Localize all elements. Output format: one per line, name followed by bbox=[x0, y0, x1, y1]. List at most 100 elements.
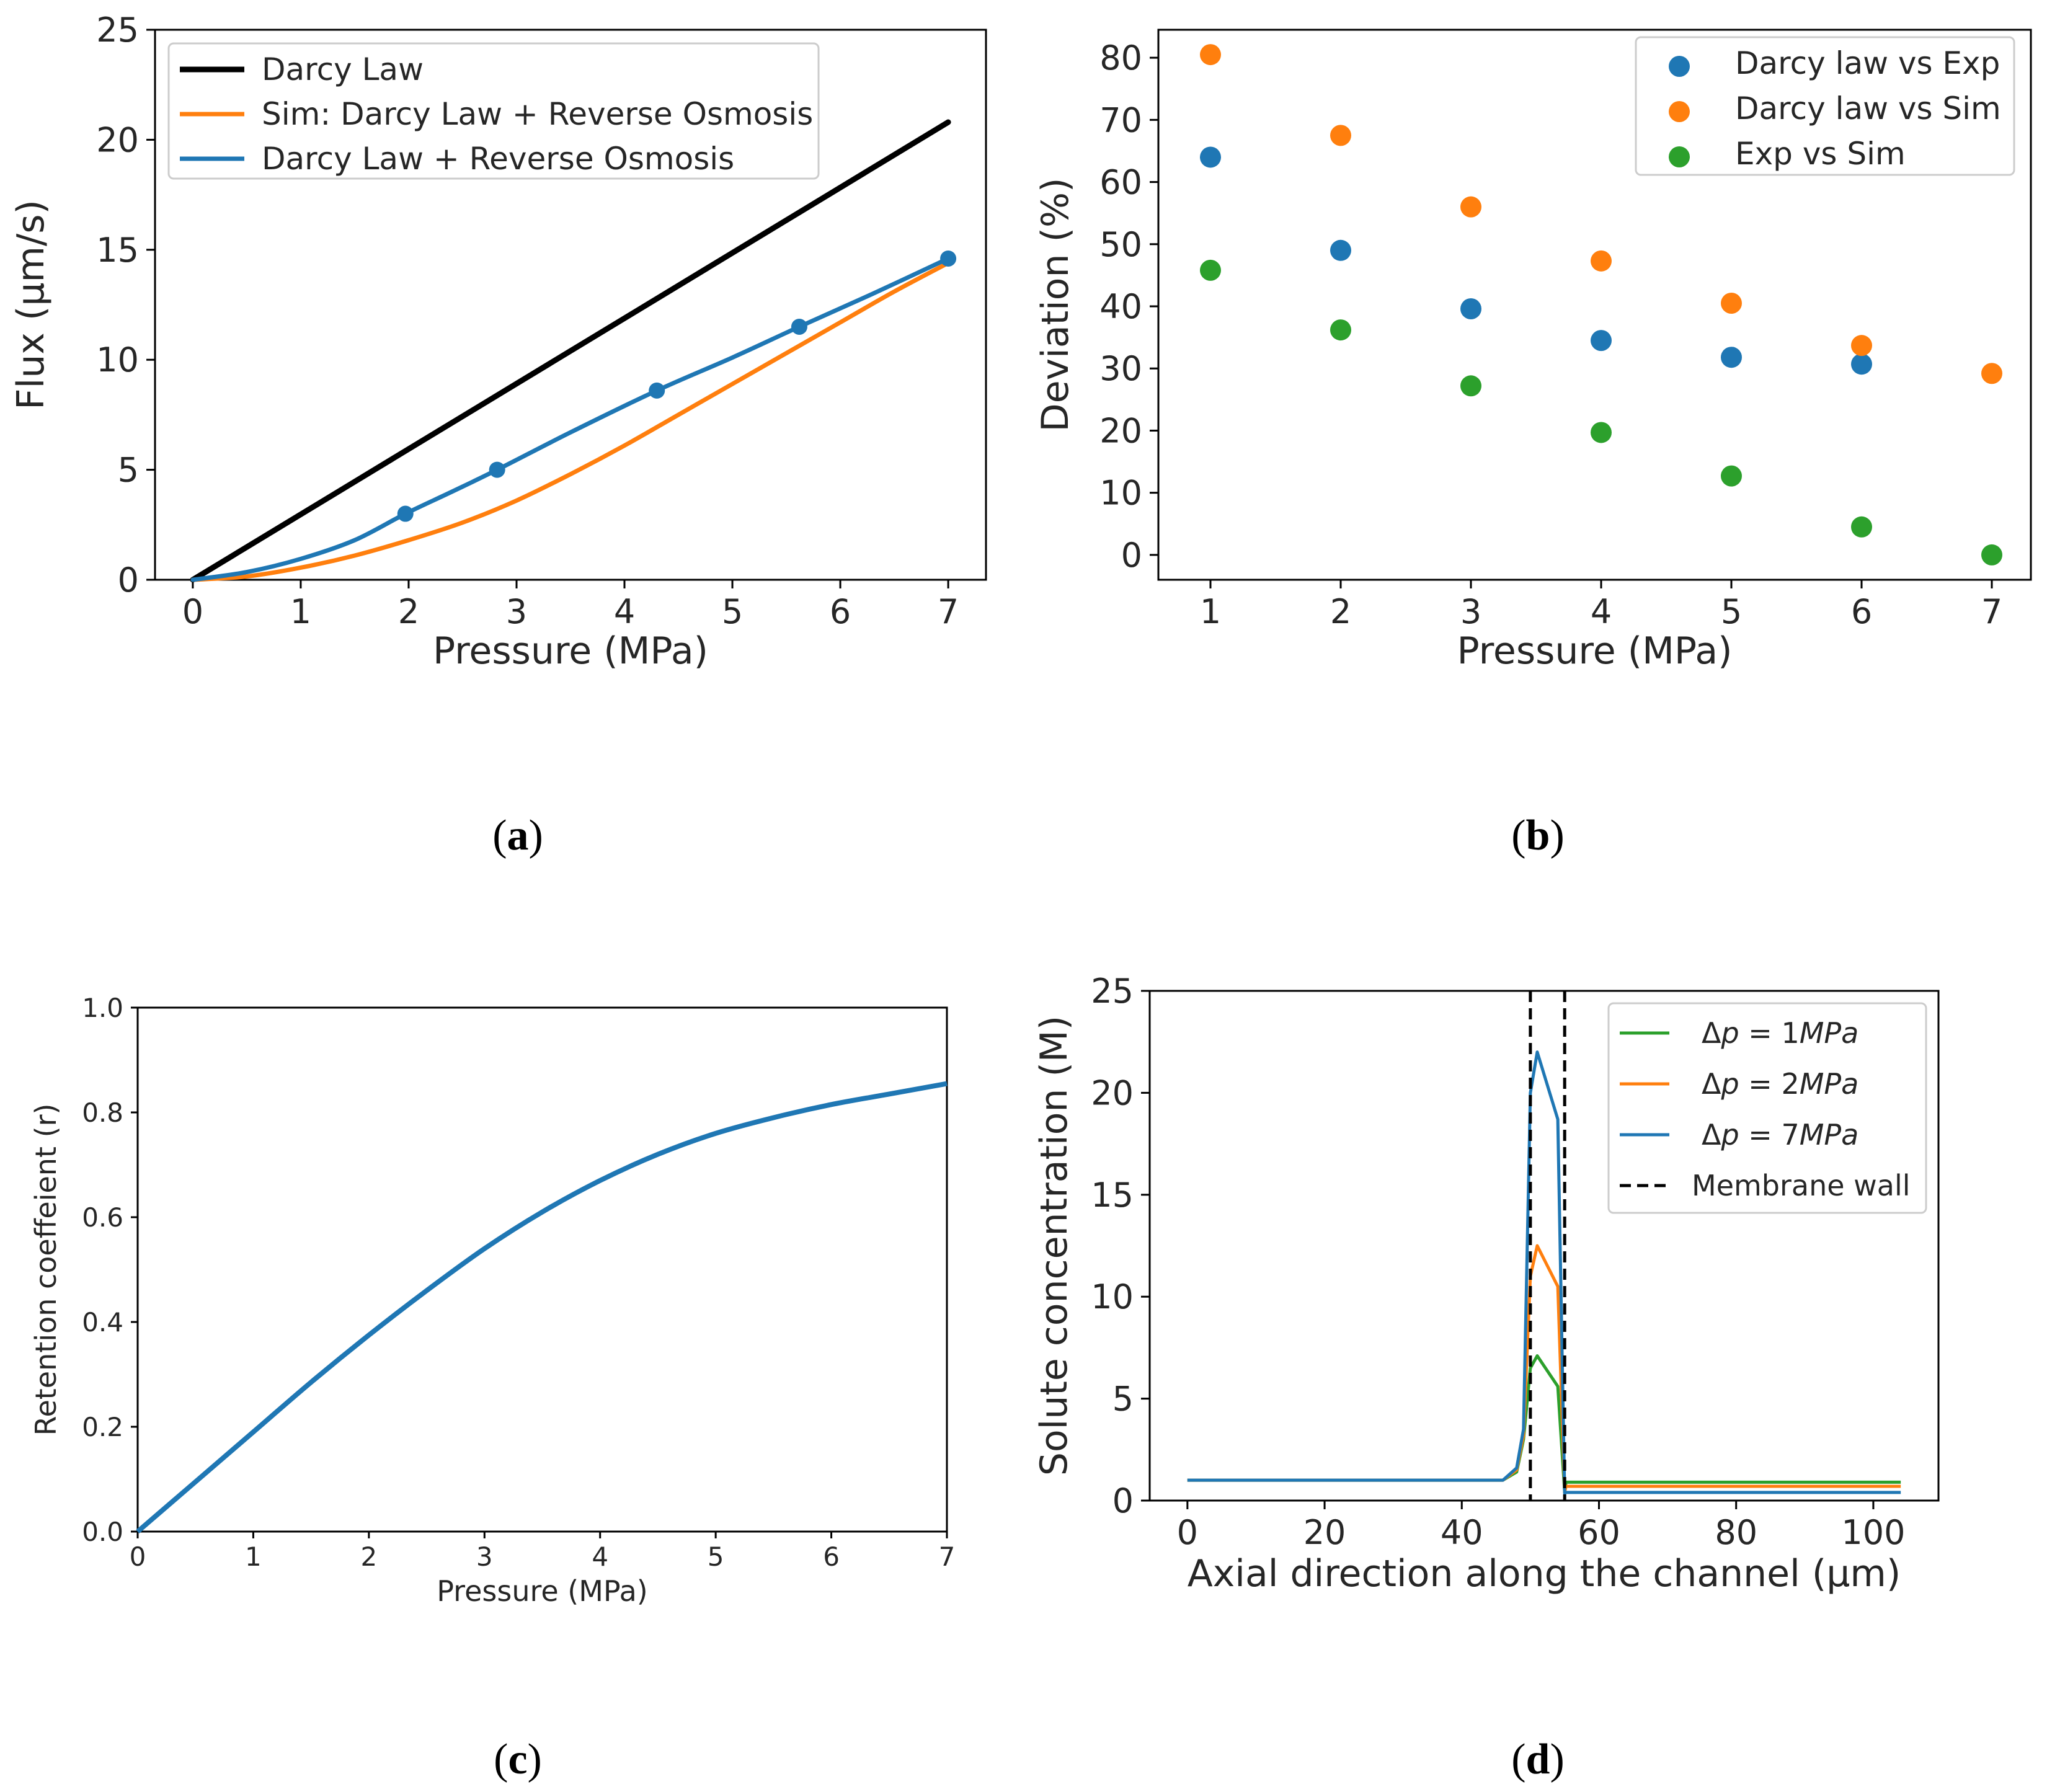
legend-swatch bbox=[1669, 101, 1690, 122]
data-point bbox=[397, 505, 414, 522]
scatter-point bbox=[1851, 335, 1872, 357]
data-point bbox=[940, 250, 957, 267]
x-tick-label: 80 bbox=[1715, 1513, 1757, 1552]
y-tick-label: 20 bbox=[1099, 411, 1142, 450]
x-tick-label: 2 bbox=[1330, 592, 1351, 631]
legend-label: Darcy law vs Exp bbox=[1735, 45, 2000, 81]
scatter-point bbox=[1721, 347, 1742, 368]
plot-frame bbox=[136, 1006, 948, 1533]
x-tick-label: 1 bbox=[1200, 592, 1221, 631]
x-tick-label: 3 bbox=[506, 592, 527, 631]
x-tick-label: 5 bbox=[722, 592, 743, 631]
x-tick-label: 5 bbox=[1721, 592, 1742, 631]
x-tick-label: 20 bbox=[1303, 1513, 1346, 1552]
y-tick-label: 20 bbox=[96, 120, 139, 159]
y-tick-label: 10 bbox=[1099, 474, 1142, 513]
y-tick-label: 5 bbox=[1112, 1380, 1134, 1419]
x-tick-label: 2 bbox=[360, 1541, 377, 1572]
scatter-point bbox=[1851, 516, 1872, 538]
scatter-point bbox=[1721, 465, 1742, 487]
y-tick-label: 80 bbox=[1099, 38, 1142, 78]
scatter-point bbox=[1200, 259, 1221, 281]
y-tick-label: 1.0 bbox=[82, 993, 123, 1023]
scatter-point bbox=[1851, 353, 1872, 375]
plot-frame bbox=[154, 29, 987, 581]
scatter-point bbox=[1330, 319, 1351, 341]
x-axis-label: Axial direction along the channel (µm) bbox=[1188, 1552, 1901, 1595]
legend-label: Darcy Law + Reverse Osmosis bbox=[262, 141, 734, 177]
y-tick-label: 0.6 bbox=[82, 1202, 123, 1233]
panel-caption: (a) bbox=[492, 812, 543, 859]
x-tick-label: 100 bbox=[1841, 1513, 1905, 1552]
plot-frame bbox=[1148, 990, 1940, 1502]
x-tick-label: 7 bbox=[938, 592, 959, 631]
legend-label: Δp = 7MPa bbox=[1702, 1118, 1858, 1151]
scatter-point bbox=[1981, 363, 2002, 384]
x-tick-label: 4 bbox=[614, 592, 635, 631]
scatter-point bbox=[1460, 298, 1481, 320]
legend-label: Δp = 2MPa bbox=[1702, 1067, 1858, 1101]
legend-label: Membrane wall bbox=[1692, 1169, 1911, 1202]
y-tick-label: 5 bbox=[118, 451, 139, 490]
scatter-point bbox=[1591, 250, 1612, 272]
legend-swatch bbox=[1669, 56, 1690, 77]
y-tick-label: 15 bbox=[96, 231, 139, 270]
y-tick-label: 0.2 bbox=[82, 1412, 123, 1442]
legend-label: Darcy law vs Sim bbox=[1735, 91, 2001, 126]
x-tick-label: 40 bbox=[1441, 1513, 1483, 1552]
x-axis-label: Pressure (MPa) bbox=[437, 1574, 648, 1608]
y-tick-label: 0 bbox=[1121, 536, 1142, 575]
legend-label: Sim: Darcy Law + Reverse Osmosis bbox=[262, 96, 813, 132]
x-tick-label: 2 bbox=[398, 592, 419, 631]
y-axis-label: Deviation (%) bbox=[1034, 178, 1077, 432]
x-axis-label: Pressure (MPa) bbox=[1457, 629, 1732, 673]
y-tick-label: 30 bbox=[1099, 349, 1142, 388]
y-tick-label: 10 bbox=[1091, 1277, 1134, 1316]
y-tick-label: 60 bbox=[1099, 163, 1142, 202]
x-tick-label: 3 bbox=[476, 1541, 493, 1572]
scatter-point bbox=[1591, 422, 1612, 443]
data-point bbox=[489, 461, 505, 478]
panel-caption: (b) bbox=[1511, 812, 1565, 859]
scatter-point bbox=[1591, 330, 1612, 352]
series-line bbox=[1187, 1050, 1901, 1495]
y-axis-label: Retention coeffeient (r) bbox=[29, 1104, 63, 1436]
series-line bbox=[1187, 1244, 1901, 1494]
x-tick-label: 60 bbox=[1578, 1513, 1620, 1552]
scatter-point bbox=[1460, 196, 1481, 218]
scatter-point bbox=[1200, 44, 1221, 66]
data-point bbox=[649, 382, 665, 399]
panel-d-solute-concentration: 0 20 40 60 80 100 0 5 10 15 20 25 Axial direction al… bbox=[1032, 972, 1940, 1783]
panel-c-retention-vs-pressure: 0 1 2 3 4 5 6 7 0.0 0.2 0.4 0.6 0.8 1.0 Pressure (MPa)… bbox=[29, 993, 955, 1783]
x-tick-label: 0 bbox=[130, 1541, 146, 1572]
y-axis-label: Flux (µm/s) bbox=[9, 200, 53, 410]
x-tick-label: 4 bbox=[592, 1541, 608, 1572]
y-tick-label: 0 bbox=[118, 561, 139, 600]
y-tick-label: 0 bbox=[1112, 1481, 1134, 1520]
scatter-point bbox=[1981, 544, 2002, 566]
x-tick-label: 6 bbox=[1851, 592, 1872, 631]
legend-box bbox=[167, 42, 820, 180]
panel-a-flux-vs-pressure: 0 1 2 3 4 5 6 7 0 5 10 15 20 25 Pressure (MPa) Flux (µm… bbox=[9, 11, 987, 859]
x-tick-label: 6 bbox=[830, 592, 851, 631]
y-tick-label: 15 bbox=[1091, 1176, 1134, 1215]
y-tick-label: 10 bbox=[96, 340, 139, 379]
plot-frame bbox=[1157, 29, 2032, 581]
x-axis-label: Pressure (MPa) bbox=[433, 629, 708, 673]
series-line bbox=[190, 260, 951, 582]
y-tick-label: 25 bbox=[96, 11, 139, 50]
scatter-point bbox=[1200, 146, 1221, 168]
y-tick-label: 70 bbox=[1099, 100, 1142, 140]
legend-swatch bbox=[1669, 146, 1690, 167]
scatter-point bbox=[1330, 125, 1351, 146]
y-tick-label: 25 bbox=[1091, 972, 1134, 1011]
y-axis-label: Solute concentration (M) bbox=[1032, 1016, 1076, 1476]
x-tick-label: 7 bbox=[939, 1541, 956, 1572]
y-tick-label: 20 bbox=[1091, 1073, 1134, 1112]
x-tick-label: 7 bbox=[1981, 592, 2002, 631]
legend-label: Δp = 1MPa bbox=[1702, 1016, 1858, 1050]
panel-caption: (d) bbox=[1511, 1736, 1565, 1783]
legend-label: Darcy Law bbox=[262, 51, 424, 87]
y-tick-label: 50 bbox=[1099, 225, 1142, 264]
